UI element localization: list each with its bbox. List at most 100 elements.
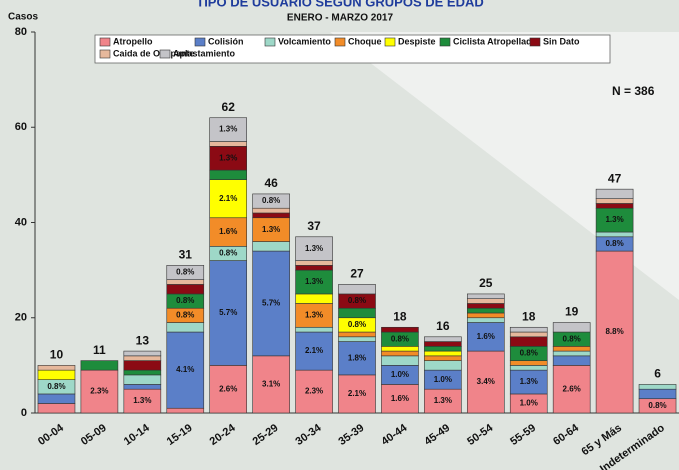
data-label: 3.1%: [262, 380, 280, 389]
legend-swatch: [159, 49, 171, 59]
y-axis-label: Casos: [8, 12, 38, 23]
data-label: 0.8%: [648, 401, 666, 410]
total-label: 18: [393, 309, 407, 323]
data-label: 2.1%: [305, 346, 323, 355]
data-label: 2.1%: [219, 194, 237, 203]
bar-segment: [509, 331, 548, 338]
legend-swatch: [334, 37, 346, 47]
bar-segment: [466, 312, 505, 319]
bar-segment: [166, 279, 205, 285]
bar-segment: [252, 212, 290, 219]
bar-segment: [638, 388, 677, 400]
data-label: 0.8%: [262, 196, 280, 205]
data-label: 2.6%: [219, 384, 237, 393]
bar-segment: [209, 169, 247, 180]
y-tick-label: 80: [15, 26, 27, 38]
data-label: 0.8%: [176, 296, 194, 305]
legend-label: Caida de Ocupante: [113, 48, 195, 58]
data-label: 1.3%: [262, 225, 280, 234]
data-label: 2.1%: [348, 389, 366, 398]
bar-segment: [37, 403, 76, 414]
bar-segment: [123, 360, 162, 371]
legend-swatch: [99, 49, 111, 59]
bar-segment: [166, 265, 205, 280]
bar-segment: [381, 350, 419, 357]
legend-label: Colisión: [208, 36, 244, 46]
chart-subtitle: ENERO - MARZO 2017: [287, 13, 394, 24]
bar-segment: [381, 355, 419, 366]
bar-segment: [80, 360, 119, 371]
bar-segment: [638, 384, 677, 390]
data-label: 1.0%: [391, 370, 409, 379]
legend-swatch: [439, 37, 451, 47]
legend-label: Atropello: [113, 36, 153, 46]
total-label: 62: [222, 100, 236, 114]
data-label: 0.8%: [219, 249, 237, 258]
bar-segment: [252, 241, 290, 252]
bar-segment: [595, 188, 634, 199]
total-label: 47: [608, 171, 622, 185]
data-label: 5.7%: [219, 308, 237, 317]
bar-segment: [295, 265, 333, 271]
bar-segment: [123, 350, 162, 357]
bar-segment: [166, 331, 205, 409]
data-label: 1.3%: [305, 244, 323, 253]
data-label: 1.6%: [391, 394, 409, 403]
bar-segment: [295, 369, 333, 414]
bar-segment: [424, 346, 462, 352]
data-label: 1.3%: [605, 215, 623, 224]
bar-segment: [338, 284, 376, 295]
data-label: 1.3%: [305, 277, 323, 286]
bar-segment: [338, 331, 376, 338]
data-label: 0.8%: [348, 296, 366, 305]
data-label: 8.8%: [605, 327, 623, 336]
legend-label: Choque: [348, 36, 382, 46]
legend-swatch: [99, 37, 111, 47]
bar-segment: [338, 307, 376, 319]
data-label: 0.8%: [176, 268, 194, 277]
bar-segment: [424, 350, 462, 357]
legend-swatch: [194, 37, 206, 47]
bar-segment: [338, 341, 376, 376]
bar-segment: [552, 322, 591, 333]
bar-segment: [209, 179, 247, 219]
bar-segment: [552, 346, 591, 352]
bar-segment: [37, 369, 76, 380]
bar-segment: [338, 336, 376, 342]
bar-segment: [295, 326, 333, 333]
data-label: 4.1%: [176, 365, 194, 374]
data-label: 0.8%: [520, 349, 538, 358]
bar-segment: [552, 365, 591, 414]
bar-segment: [252, 355, 290, 414]
legend-label: Ciclista Atropellado: [453, 36, 538, 46]
bar-segment: [295, 236, 333, 261]
bar-segment: [252, 207, 290, 214]
bar-segment: [252, 250, 290, 357]
bar-segment: [595, 198, 634, 204]
data-label: 0.8%: [605, 239, 623, 248]
total-label: 6: [654, 367, 661, 381]
legend-swatch: [529, 37, 541, 47]
legend-swatch: [264, 37, 276, 47]
data-label: 0.8%: [391, 334, 409, 343]
bar-segment: [509, 365, 548, 371]
legend-label: Sin Dato: [543, 36, 580, 46]
total-label: 11: [93, 343, 106, 357]
legend: [94, 34, 611, 64]
bar-segment: [466, 307, 505, 314]
legend-label: Despiste: [398, 36, 436, 46]
annotation: N = 386: [612, 84, 655, 98]
bar-segment: [80, 369, 119, 414]
y-tick-label: 40: [15, 216, 27, 228]
y-tick-label: 20: [15, 312, 27, 324]
bar-segment: [123, 355, 162, 361]
data-label: 1.8%: [348, 353, 366, 362]
bar-segment: [424, 336, 462, 342]
data-label: 2.3%: [90, 387, 108, 396]
total-label: 46: [264, 176, 278, 190]
data-label: 0.8%: [563, 334, 581, 343]
total-label: 10: [50, 348, 64, 362]
bar-segment: [295, 331, 333, 371]
total-label: 27: [350, 267, 364, 281]
